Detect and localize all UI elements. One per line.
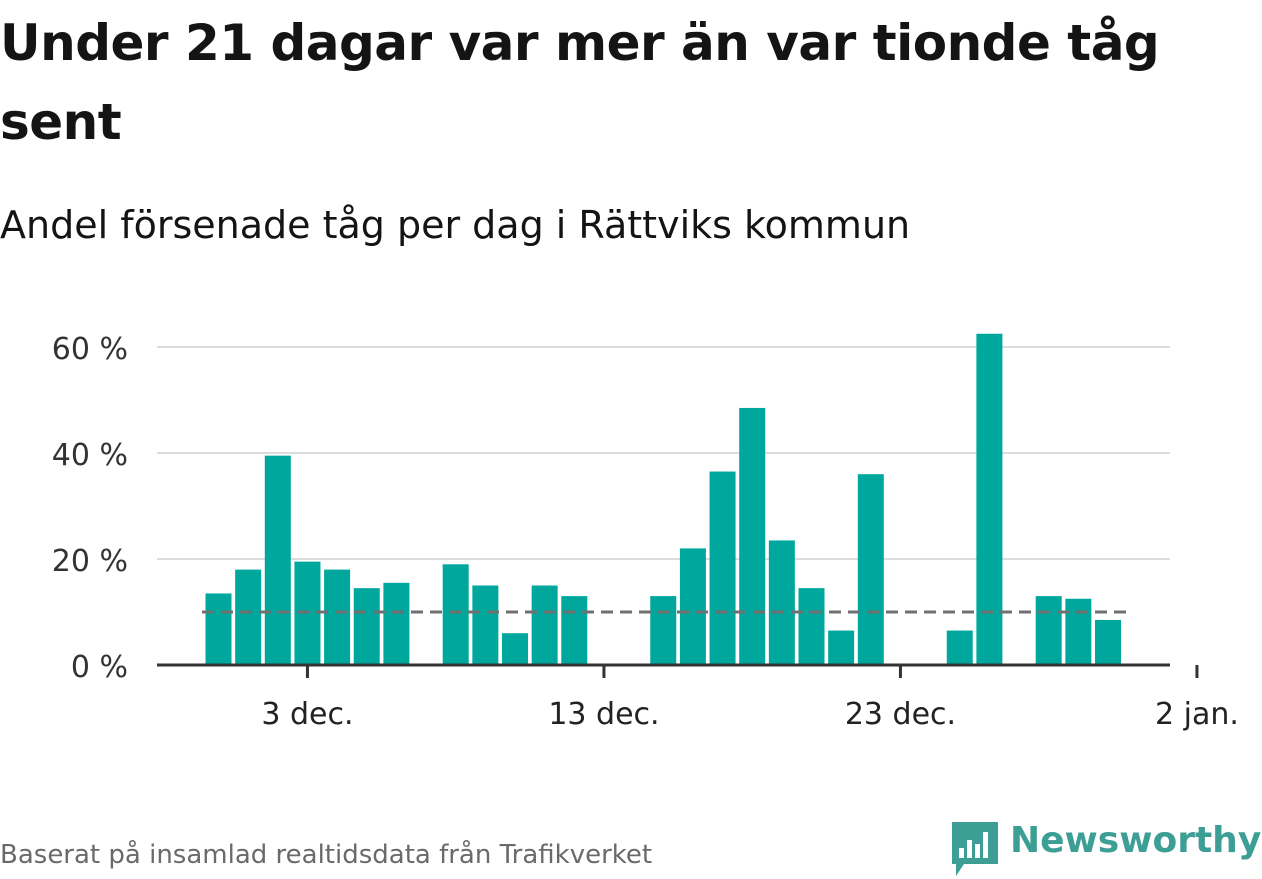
bar — [798, 588, 825, 665]
bar — [235, 569, 262, 665]
y-tick-label: 20 % — [52, 544, 128, 579]
bar — [739, 407, 766, 665]
x-tick-label: 23 dec. — [845, 697, 956, 732]
bar — [709, 471, 736, 665]
newsworthy-logo: Newsworthy — [950, 818, 1261, 878]
y-tick-label: 0 % — [71, 650, 128, 685]
newsworthy-logo-text: Newsworthy — [1010, 820, 1262, 861]
bar — [531, 585, 558, 665]
bar — [472, 585, 499, 665]
y-tick-label: 40 % — [52, 438, 128, 473]
bar — [1035, 596, 1062, 665]
x-tick-label: 13 dec. — [548, 697, 659, 732]
source-note: Baserat på insamlad realtidsdata från Tr… — [0, 840, 653, 870]
bar — [264, 455, 291, 665]
chart-title: Under 21 dagar var mer än var tionde tåg… — [0, 14, 1160, 151]
bar — [650, 596, 677, 665]
bar — [828, 630, 855, 665]
bar — [324, 569, 351, 665]
bar — [353, 588, 380, 665]
newsworthy-logo-icon — [952, 822, 998, 876]
bar — [502, 633, 528, 665]
bar — [976, 333, 1003, 665]
bar — [442, 564, 469, 665]
bar — [946, 630, 973, 665]
x-tick-label: 3 dec. — [261, 697, 353, 732]
gridlines — [157, 346, 1170, 560]
x-tick-label: 2 jan. — [1155, 697, 1239, 732]
bar — [205, 593, 232, 665]
bar — [1095, 619, 1121, 665]
bar — [383, 582, 410, 665]
chart-subtitle: Andel försenade tåg per dag i Rättviks k… — [0, 203, 911, 247]
bar — [857, 474, 884, 665]
bar — [1065, 598, 1092, 665]
axes: 0 % 20 % 40 % 60 % 3 dec. 13 dec. 23 dec. 2 jan… — [52, 332, 1239, 732]
bars — [205, 333, 1121, 665]
bar — [768, 540, 795, 665]
y-tick-label: 60 % — [52, 332, 128, 367]
bar — [561, 596, 588, 665]
bar — [679, 548, 706, 665]
